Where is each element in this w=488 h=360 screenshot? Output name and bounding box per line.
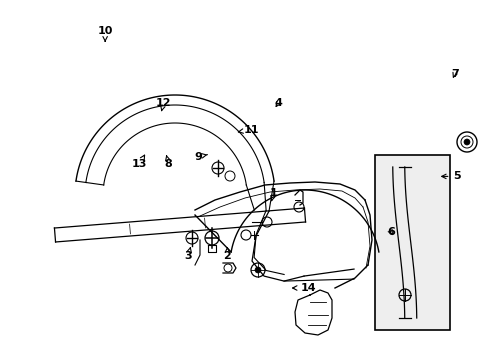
Text: 12: 12 bbox=[156, 98, 171, 111]
Text: 9: 9 bbox=[194, 152, 207, 162]
Text: 10: 10 bbox=[97, 26, 113, 41]
Text: 7: 7 bbox=[450, 69, 458, 79]
Circle shape bbox=[463, 139, 469, 145]
Text: 2: 2 bbox=[223, 248, 231, 261]
Text: 6: 6 bbox=[386, 227, 394, 237]
Circle shape bbox=[254, 267, 261, 273]
Polygon shape bbox=[294, 290, 331, 335]
Text: 3: 3 bbox=[184, 248, 192, 261]
Text: 4: 4 bbox=[274, 98, 282, 108]
Text: 11: 11 bbox=[238, 125, 259, 135]
Text: 1: 1 bbox=[269, 188, 277, 201]
Text: 14: 14 bbox=[292, 283, 315, 293]
FancyBboxPatch shape bbox=[374, 155, 449, 330]
Text: 5: 5 bbox=[441, 171, 460, 181]
Text: 13: 13 bbox=[131, 155, 147, 169]
Text: 8: 8 bbox=[164, 156, 172, 169]
